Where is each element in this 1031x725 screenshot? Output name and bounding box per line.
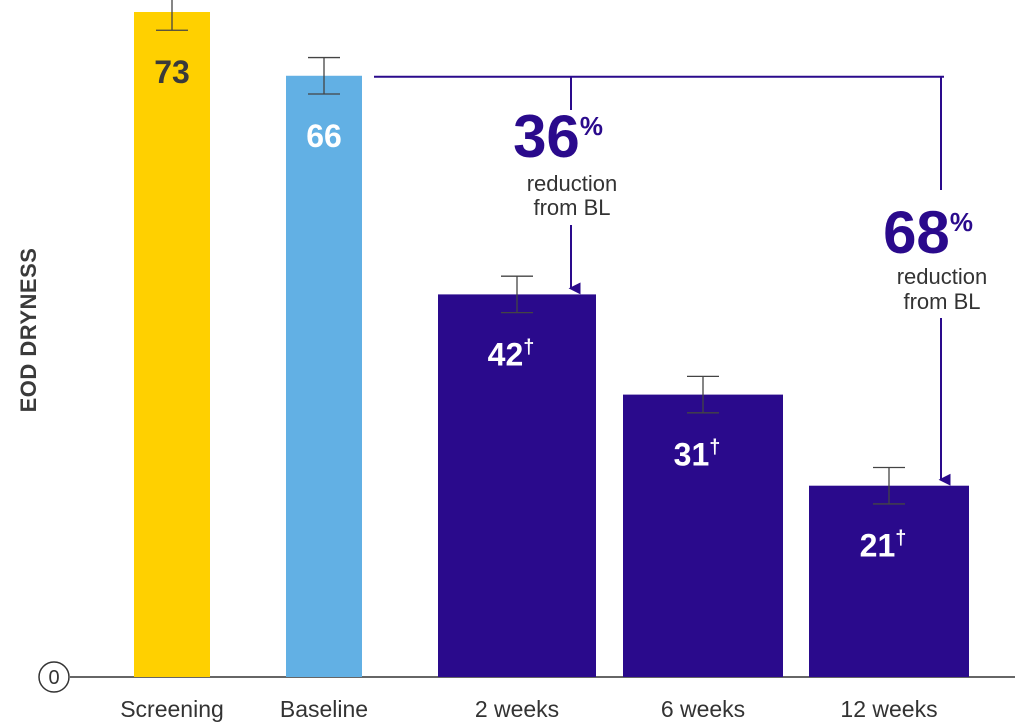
category-label: 2 weeks: [475, 696, 559, 722]
error-bar: [873, 466, 905, 505]
error-bar: [308, 56, 340, 95]
reduction-percent: 68%: [883, 199, 973, 266]
reduction-label: reduction: [897, 264, 988, 289]
error-bar: [687, 375, 719, 414]
category-label: Screening: [120, 696, 224, 722]
error-bars: [156, 0, 905, 505]
error-bar: [501, 275, 533, 314]
bar-screening: [134, 12, 210, 677]
bar-12-weeks: [809, 485, 969, 677]
error-bar: [156, 0, 188, 31]
category-label: Baseline: [280, 696, 368, 722]
category-label: 6 weeks: [661, 696, 745, 722]
bar-baseline: [286, 75, 362, 678]
value-label: 73: [154, 54, 190, 90]
reduction-label: from BL: [903, 289, 980, 314]
y-tick-label: 0: [48, 667, 59, 689]
category-label: 12 weeks: [840, 696, 937, 722]
bar-2-weeks: [438, 294, 596, 677]
category-labels: Screening Baseline 2 weeks 6 weeks 12 weeks: [120, 696, 937, 722]
zero-tick-circle: [38, 661, 70, 693]
bar-6-weeks: [623, 394, 783, 677]
y-axis-label: EOD DRYNESS: [16, 248, 41, 413]
value-label: 66: [306, 118, 342, 154]
reduction-label: reduction: [527, 171, 618, 196]
bars: [134, 12, 969, 678]
reduction-label: from BL: [533, 195, 610, 220]
reduction-percent: 36%: [513, 103, 603, 170]
